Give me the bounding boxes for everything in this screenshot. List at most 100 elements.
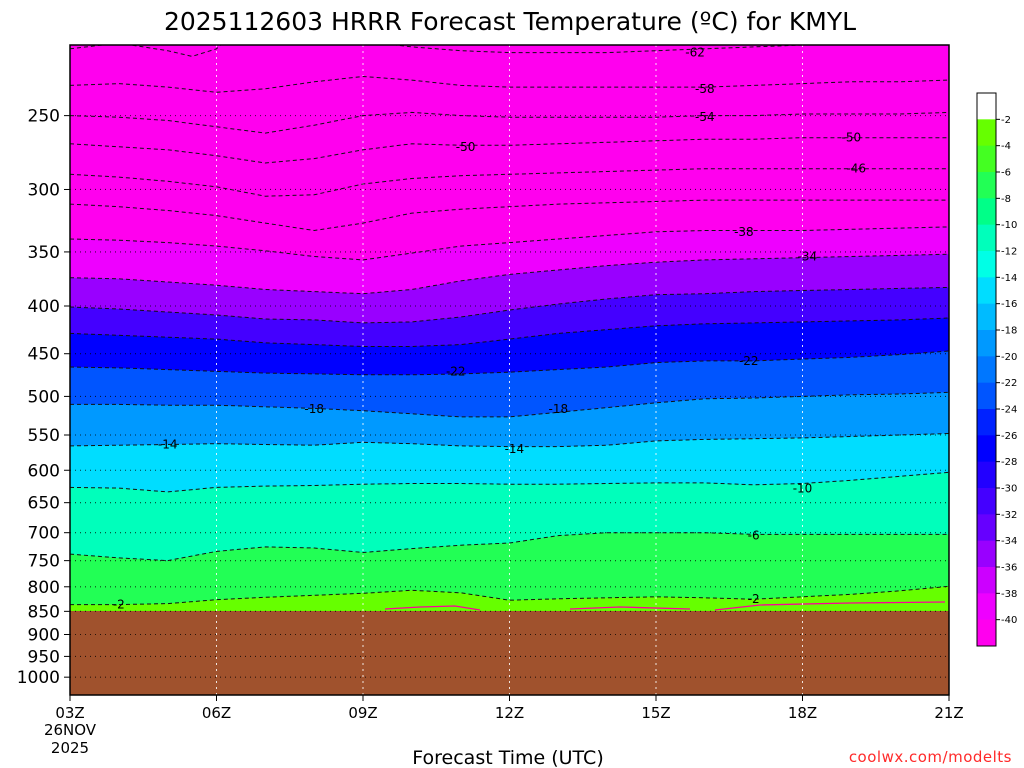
colorbar-label-6: -6 (1001, 168, 1011, 179)
credit-text: coolwx.com/modelts (849, 748, 1012, 766)
contour-label-16: -2 (113, 598, 125, 612)
contour-label-4: -50 (842, 131, 862, 145)
contour-54 (70, 111, 949, 134)
contour-46 (70, 168, 949, 197)
x-tick-label-21Z: 21Z (934, 704, 963, 722)
contour-label-0: -62 (685, 46, 705, 60)
contour-50 (70, 137, 949, 164)
colorbar-label-10: -10 (1001, 220, 1017, 231)
colorbar-frame (976, 92, 997, 647)
colorbar-label-8: -8 (1001, 194, 1011, 205)
x-tick-label-15Z: 15Z (641, 704, 670, 722)
colorbar-swatch-3 (977, 172, 996, 199)
colorbar-label-18: -18 (1001, 326, 1017, 337)
y-tick-label-400: 400 (28, 297, 60, 317)
contour-42 (70, 199, 949, 232)
colorbar: -2 -4 -6 -8 -10 -12 -14 -16 -18 -20 -22 -24 -26 -28 -3… (976, 92, 1017, 647)
x-tick-label-12Z: 12Z (495, 704, 524, 722)
colorbar-swatch-7 (977, 277, 996, 305)
colorbar-swatch-13 (977, 435, 996, 463)
colorbar-label-12: -12 (1001, 247, 1017, 258)
contour-label-7: -34 (798, 250, 818, 264)
y-tick-label-850: 850 (28, 602, 60, 622)
colorbar-label-4: -4 (1001, 141, 1011, 152)
colorbar-label-32: -32 (1001, 510, 1017, 521)
colorbar-swatch-0 (977, 93, 996, 120)
x-tick-label-18Z: 18Z (788, 704, 817, 722)
contour-label-12: -14 (158, 437, 178, 451)
colorbar-swatch-20 (977, 619, 996, 647)
chart-title: 2025112603 HRRR Forecast Temperature (ºC… (164, 7, 856, 36)
x-date-line-2: 2025 (51, 739, 89, 757)
contour-label-9: -22 (739, 354, 759, 368)
colorbar-swatch-6 (977, 251, 996, 278)
y-tick-label-800: 800 (28, 578, 60, 598)
y-tick-label-350: 350 (28, 243, 60, 263)
colorbar-swatch-10 (977, 356, 996, 384)
contour-38 (70, 226, 949, 261)
y-tick-label-300: 300 (28, 180, 60, 200)
contour-label-10: -18 (304, 402, 324, 416)
colorbar-label-26: -26 (1001, 431, 1017, 442)
colorbar-swatch-2 (977, 145, 996, 173)
contour-label-15: -6 (748, 529, 760, 543)
x-date-line-1: 26NOV (44, 721, 97, 739)
colorbar-swatch-19 (977, 593, 996, 621)
colorbar-label-24: -24 (1001, 405, 1017, 416)
x-tick-label-09Z: 09Z (348, 704, 377, 722)
y-tick-label-900: 900 (28, 625, 60, 645)
colorbar-swatch-16 (977, 514, 996, 542)
colorbar-label-34: -34 (1001, 536, 1017, 547)
colorbar-label-14: -14 (1001, 273, 1017, 284)
contour-label-5: -46 (846, 162, 866, 176)
colorbar-label-40: -40 (1001, 615, 1017, 626)
colorbar-label-20: -20 (1001, 352, 1017, 363)
y-tick-label-650: 650 (28, 494, 60, 514)
contour-labels: -62 -58 -54 -50 -50 -46 -38 -34 -22 -22 -18 -18 -14 -… (113, 46, 866, 612)
colorbar-label-2: -2 (1001, 115, 1011, 126)
contour-6 (70, 532, 949, 562)
y-tick-label-500: 500 (28, 387, 60, 407)
contour-label-14: -10 (793, 482, 813, 496)
colorbar-swatch-5 (977, 224, 996, 252)
contour-label-1: -58 (695, 82, 715, 96)
y-tick-label-450: 450 (28, 345, 60, 365)
contour-label-6: -38 (734, 225, 754, 239)
y-tick-label-550: 550 (28, 426, 60, 446)
colorbar-label-16: -16 (1001, 299, 1017, 310)
colorbar-swatch-4 (977, 198, 996, 226)
colorbar-swatch-11 (977, 382, 996, 410)
x-tick-label-03Z: 03Z (55, 704, 84, 722)
colorbar-swatch-18 (977, 567, 996, 594)
colorbar-label-30: -30 (1001, 484, 1017, 495)
freezing-line (384, 601, 946, 611)
colorbar-swatch-17 (977, 540, 996, 568)
colorbar-label-22: -22 (1001, 378, 1017, 389)
y-tick-label-600: 600 (28, 461, 60, 481)
contour-label-11: -18 (549, 402, 569, 416)
colorbar-swatch-14 (977, 461, 996, 489)
x-axis: 03Z 06Z 09Z 12Z 15Z 18Z 21Z (55, 695, 964, 722)
y-tick-label-750: 750 (28, 552, 60, 572)
contour-label-8: -22 (446, 364, 466, 378)
colorbar-swatch-8 (977, 303, 996, 331)
contour-label-17: -2 (748, 592, 760, 606)
contour-label-13: -14 (505, 442, 525, 456)
y-axis: 250 300 350 400 450 500 550 600 650 700 750 800 850 9… (17, 107, 70, 688)
contour-label-3: -50 (456, 140, 476, 154)
colorbar-swatch-15 (977, 488, 996, 515)
colorbar-swatch-12 (977, 409, 996, 436)
contour-label-2: -54 (695, 110, 715, 124)
colorbar-swatch-1 (977, 119, 996, 147)
y-tick-label-1000: 1000 (17, 668, 60, 688)
x-tick-label-06Z: 06Z (202, 704, 231, 722)
y-tick-label-250: 250 (28, 107, 60, 127)
colorbar-label-38: -38 (1001, 589, 1017, 600)
colorbar-label-28: -28 (1001, 457, 1017, 468)
x-axis-label: Forecast Time (UTC) (412, 747, 603, 768)
colorbar-label-36: -36 (1001, 563, 1017, 574)
grid-lines (70, 45, 949, 695)
contour-34 (70, 253, 949, 295)
y-tick-label-950: 950 (28, 647, 60, 667)
